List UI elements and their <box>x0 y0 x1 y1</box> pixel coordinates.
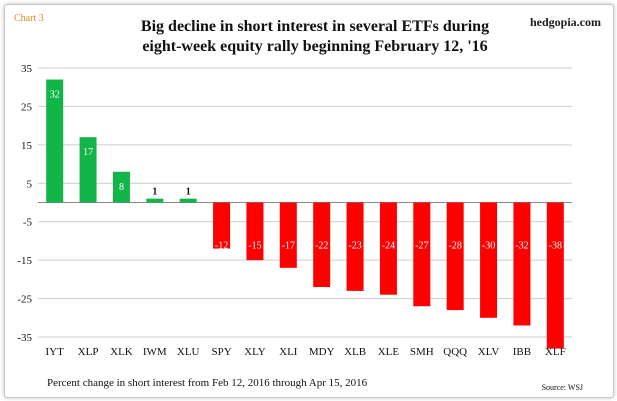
bar <box>513 202 531 326</box>
category-label: IBB <box>513 346 531 358</box>
category-label: SMH <box>410 346 434 358</box>
bar <box>413 202 431 307</box>
category-label: IYT <box>46 346 65 358</box>
bar <box>279 202 297 268</box>
category-label: XLK <box>110 346 133 358</box>
bar <box>379 202 397 295</box>
bar <box>346 202 364 291</box>
data-label: 1 <box>152 187 157 198</box>
y-tick-label: -35 <box>17 332 32 344</box>
bar <box>112 171 130 203</box>
data-label: 32 <box>50 90 60 101</box>
category-label: XLP <box>78 346 99 358</box>
data-label: -24 <box>382 241 395 252</box>
bar <box>213 202 231 249</box>
category-label: XLU <box>177 346 200 358</box>
y-tick-label: 5 <box>27 178 33 190</box>
data-label: -17 <box>282 241 295 252</box>
chart-frame: Chart 3 hedgopia.com Big decline in shor… <box>4 4 614 398</box>
source-label: Source: WSJ <box>541 383 583 392</box>
data-label: 1 <box>186 187 191 198</box>
chart-title-line-2: eight-week equity rally beginning Februa… <box>142 38 488 55</box>
category-label: IWM <box>143 346 167 358</box>
category-label: XLB <box>344 346 366 358</box>
brand-label: hedgopia.com <box>529 15 601 29</box>
bar <box>313 202 331 288</box>
data-label: -15 <box>248 241 261 252</box>
bar <box>46 79 64 203</box>
y-tick-label: -25 <box>17 294 32 306</box>
bar <box>79 137 97 203</box>
chart-title-line-1: Big decline in short interest in several… <box>140 18 490 35</box>
data-label: 17 <box>83 147 93 158</box>
data-label: -30 <box>482 241 495 252</box>
category-label: XLY <box>244 346 266 358</box>
footnote: Percent change in short interest from Fe… <box>47 377 368 389</box>
data-label: -32 <box>515 241 528 252</box>
chart-title: Big decline in short interest in several… <box>95 17 535 57</box>
category-label: XLI <box>279 346 298 358</box>
bar <box>546 202 564 349</box>
chart-number-label: Chart 3 <box>14 13 44 24</box>
data-label: 8 <box>119 182 124 193</box>
bar <box>446 202 464 311</box>
category-label: MDY <box>309 346 335 358</box>
y-tick-label: 15 <box>21 140 33 152</box>
y-tick-label: -15 <box>17 255 32 267</box>
bar <box>146 198 164 203</box>
bar <box>179 198 197 203</box>
category-label: XLF <box>545 346 566 358</box>
category-label: XLV <box>478 346 500 358</box>
bar <box>480 202 498 318</box>
category-label: QQQ <box>443 346 467 358</box>
bar <box>246 202 264 261</box>
data-label: -22 <box>315 241 328 252</box>
y-tick-label: -5 <box>23 217 33 229</box>
y-tick-label: 25 <box>21 101 33 113</box>
y-tick-label: 35 <box>21 63 33 75</box>
data-label: -38 <box>549 241 562 252</box>
data-label: -12 <box>215 241 228 252</box>
data-label: -28 <box>449 241 462 252</box>
data-label: -23 <box>348 241 361 252</box>
category-label: XLE <box>378 346 400 358</box>
data-label: -27 <box>415 241 428 252</box>
category-label: SPY <box>211 346 231 358</box>
